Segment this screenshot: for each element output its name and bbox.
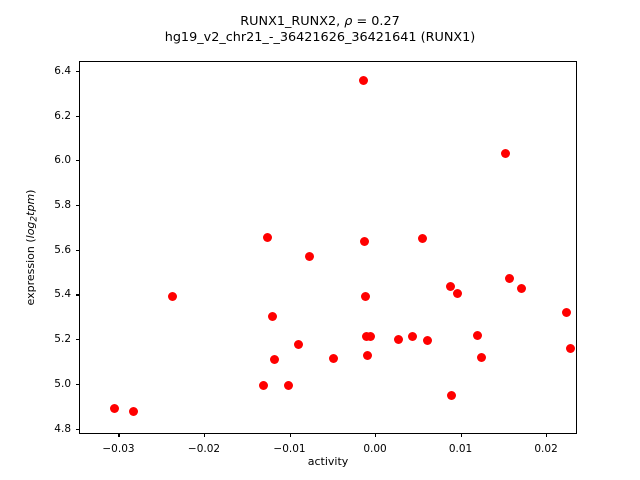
- scatter-points-layer: [80, 62, 576, 433]
- scatter-point: [262, 232, 272, 242]
- scatter-point: [473, 331, 483, 341]
- scatter-point: [361, 292, 371, 302]
- scatter-point: [504, 274, 514, 284]
- x-tick-mark: [289, 433, 291, 437]
- x-tick-label: 0.02: [534, 443, 558, 455]
- scatter-point: [109, 404, 119, 414]
- scatter-point: [565, 343, 575, 353]
- scatter-point: [516, 284, 526, 294]
- x-tick-mark: [118, 433, 120, 437]
- scatter-point: [358, 76, 368, 86]
- y-tick-mark: [76, 249, 80, 251]
- chart-title-line1: RUNX1_RUNX2, ρ = 0.27: [240, 14, 400, 29]
- scatter-point: [366, 331, 376, 341]
- x-tick-mark: [460, 433, 462, 437]
- y-axis-label: expression (log2tpm): [24, 189, 40, 306]
- scatter-point: [394, 335, 404, 345]
- scatter-point: [418, 233, 428, 243]
- y-tick-label: 4.8: [54, 422, 71, 435]
- y-tick-mark: [76, 70, 80, 73]
- y-tick-label: 5.8: [54, 199, 71, 212]
- scatter-point: [284, 380, 294, 390]
- y-tick-label: 5.6: [54, 243, 71, 256]
- y-tick-label: 6.4: [54, 64, 71, 77]
- scatter-point: [446, 390, 456, 400]
- scatter-point: [128, 407, 138, 417]
- y-tick-mark: [76, 428, 80, 430]
- y-tick-label: 6.2: [54, 109, 71, 122]
- scatter-point: [500, 148, 510, 158]
- y-tick-label: 5.4: [54, 288, 71, 301]
- scatter-point: [422, 336, 432, 346]
- chart-title-line2: hg19_v2_chr21_-_36421626_36421641 (RUNX1…: [164, 30, 476, 45]
- y-tick-mark: [76, 205, 80, 207]
- y-tick-mark: [76, 294, 80, 296]
- chart-title: RUNX1_RUNX2, ρ = 0.27 hg19_v2_chr21_-_36…: [0, 14, 640, 46]
- scatter-point: [452, 289, 462, 299]
- y-tick-mark: [76, 339, 80, 341]
- scatter-point: [304, 252, 314, 262]
- x-tick-label: 0.01: [448, 443, 473, 455]
- scatter-point: [362, 350, 372, 360]
- y-tick-label: 5.2: [54, 333, 71, 346]
- x-axis-label: activity: [307, 455, 349, 468]
- rho-symbol: ρ: [344, 14, 353, 29]
- scatter-point: [562, 307, 572, 317]
- x-tick-label: −0.02: [187, 443, 221, 455]
- ylabel-math: log2tpm: [24, 193, 40, 239]
- x-tick-label: −0.03: [102, 443, 135, 455]
- y-tick-label: 6.0: [54, 154, 71, 167]
- scatter-point: [270, 354, 280, 364]
- y-tick-mark: [76, 115, 80, 117]
- x-tick-label: −0.01: [273, 443, 306, 455]
- x-tick-mark: [375, 433, 377, 437]
- scatter-point: [258, 380, 268, 390]
- x-tick-mark: [546, 433, 548, 437]
- y-tick-mark: [76, 160, 80, 162]
- plot-axes: −0.03 −0.02 −0.01 0.00 0.01 0.02 4.8 5.0 5.2 5.4…: [54, 61, 577, 455]
- y-tick-mark: [76, 383, 80, 385]
- scatter-point: [167, 291, 177, 301]
- scatter-point: [293, 339, 303, 349]
- scatter-point: [360, 236, 370, 246]
- scatter-point: [328, 353, 338, 363]
- x-tick-mark: [204, 433, 206, 437]
- scatter-point: [445, 282, 455, 292]
- scatter-point: [267, 311, 277, 321]
- x-tick-label: 0.00: [363, 443, 387, 455]
- ylabel-subscript: 2: [29, 215, 40, 222]
- scatter-point: [408, 331, 418, 341]
- y-tick-label: 5.0: [54, 377, 71, 390]
- scatter-point: [477, 352, 487, 362]
